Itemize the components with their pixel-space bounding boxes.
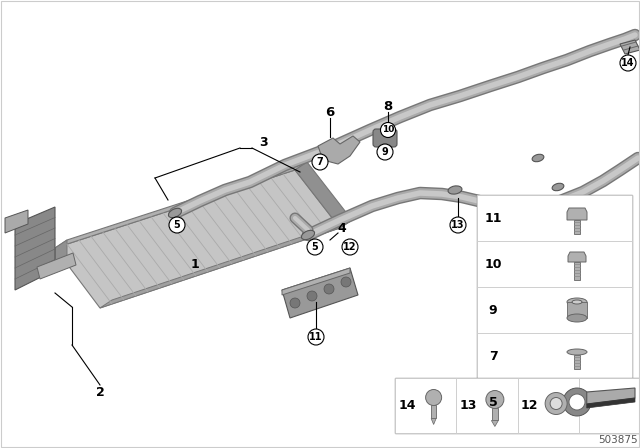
Text: 6: 6 — [325, 105, 335, 119]
Circle shape — [486, 391, 504, 409]
Circle shape — [620, 55, 636, 71]
Text: 11: 11 — [309, 332, 323, 342]
Circle shape — [381, 122, 396, 138]
Ellipse shape — [552, 183, 564, 191]
Circle shape — [307, 291, 317, 301]
Text: 14: 14 — [398, 399, 416, 412]
Text: 5: 5 — [312, 242, 318, 252]
Polygon shape — [587, 398, 635, 408]
Circle shape — [324, 284, 334, 294]
Polygon shape — [55, 170, 340, 308]
Circle shape — [342, 239, 358, 255]
Polygon shape — [295, 162, 352, 228]
Polygon shape — [37, 253, 76, 279]
Text: 12: 12 — [343, 242, 356, 252]
Text: 4: 4 — [338, 221, 346, 234]
Polygon shape — [431, 418, 436, 425]
Bar — [518, 378, 579, 433]
Circle shape — [450, 217, 466, 233]
Bar — [395, 378, 640, 433]
Circle shape — [377, 144, 393, 160]
Polygon shape — [55, 162, 307, 248]
Polygon shape — [15, 207, 55, 290]
Text: 2: 2 — [95, 387, 104, 400]
Bar — [456, 378, 518, 433]
Circle shape — [563, 388, 591, 416]
Circle shape — [569, 394, 585, 410]
Polygon shape — [55, 240, 67, 266]
FancyBboxPatch shape — [373, 129, 397, 147]
Text: 13: 13 — [451, 220, 465, 230]
Bar — [492, 409, 498, 421]
Text: 3: 3 — [259, 137, 268, 150]
Ellipse shape — [168, 208, 182, 218]
Circle shape — [341, 277, 351, 287]
Circle shape — [169, 217, 185, 233]
Bar — [574, 262, 580, 280]
Polygon shape — [567, 208, 587, 220]
Bar — [477, 195, 632, 241]
Polygon shape — [568, 252, 586, 262]
Circle shape — [545, 392, 567, 414]
Bar — [579, 378, 640, 433]
Bar — [477, 241, 632, 287]
Text: 9: 9 — [489, 303, 497, 316]
Bar — [477, 333, 632, 379]
Text: 13: 13 — [460, 399, 477, 412]
Polygon shape — [318, 136, 360, 164]
Bar — [477, 379, 632, 425]
Text: 8: 8 — [383, 99, 392, 112]
Text: 7: 7 — [317, 157, 323, 167]
Polygon shape — [282, 268, 350, 295]
Text: 7: 7 — [488, 349, 497, 362]
Polygon shape — [587, 388, 635, 404]
Polygon shape — [620, 40, 640, 54]
Text: 10: 10 — [382, 125, 394, 134]
Text: 5: 5 — [488, 396, 497, 409]
Text: 1: 1 — [191, 258, 200, 271]
Text: 10: 10 — [484, 258, 502, 271]
Bar — [567, 302, 587, 318]
Circle shape — [308, 329, 324, 345]
Ellipse shape — [448, 186, 462, 194]
Polygon shape — [492, 421, 499, 426]
Bar — [574, 355, 580, 369]
Polygon shape — [282, 268, 358, 318]
Circle shape — [307, 239, 323, 255]
Text: 12: 12 — [521, 399, 538, 412]
Bar — [574, 220, 580, 234]
Text: 9: 9 — [381, 147, 388, 157]
Ellipse shape — [301, 230, 315, 240]
Text: 5: 5 — [173, 220, 180, 230]
Ellipse shape — [567, 349, 587, 355]
Ellipse shape — [572, 300, 582, 304]
Bar — [477, 195, 632, 425]
Ellipse shape — [532, 154, 544, 162]
Bar — [395, 378, 456, 433]
Circle shape — [312, 154, 328, 170]
Bar — [477, 287, 632, 333]
Ellipse shape — [567, 298, 587, 306]
Text: 11: 11 — [484, 211, 502, 224]
Text: 503875: 503875 — [598, 435, 638, 445]
Circle shape — [550, 397, 562, 409]
Bar — [431, 405, 436, 418]
Circle shape — [290, 298, 300, 308]
Polygon shape — [5, 210, 28, 233]
Circle shape — [426, 389, 442, 405]
Ellipse shape — [567, 314, 587, 322]
Polygon shape — [100, 220, 352, 308]
Text: 14: 14 — [621, 58, 635, 68]
